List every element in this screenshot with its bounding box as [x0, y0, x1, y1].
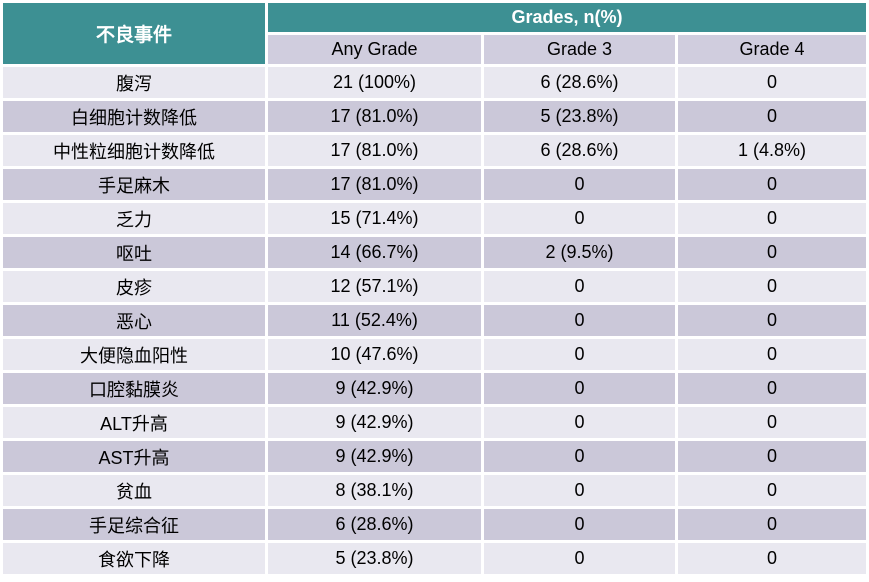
- cell-any-grade: 21 (100%): [268, 67, 481, 98]
- cell-grade-3: 0: [484, 305, 675, 336]
- cell-event: 口腔黏膜炎: [3, 373, 265, 404]
- cell-event: ALT升高: [3, 407, 265, 438]
- cell-grade-4: 0: [678, 373, 867, 404]
- table-row: AST升高 9 (42.9%) 0 0: [3, 441, 867, 472]
- cell-grade-4: 0: [678, 67, 867, 98]
- cell-grade-3: 0: [484, 475, 675, 506]
- column-header-adverse-event: 不良事件: [3, 3, 265, 64]
- cell-grade-3: 0: [484, 271, 675, 302]
- table-row: 皮疹 12 (57.1%) 0 0: [3, 271, 867, 302]
- cell-grade-4: 0: [678, 169, 867, 200]
- cell-grade-4: 0: [678, 271, 867, 302]
- cell-grade-3: 5 (23.8%): [484, 101, 675, 132]
- cell-event: 乏力: [3, 203, 265, 234]
- column-header-any-grade: Any Grade: [268, 35, 481, 64]
- table-row: 贫血 8 (38.1%) 0 0: [3, 475, 867, 506]
- cell-grade-3: 0: [484, 407, 675, 438]
- header-row-sub: Any Grade Grade 3 Grade 4: [3, 35, 867, 64]
- cell-grade-3: 0: [484, 203, 675, 234]
- cell-any-grade: 14 (66.7%): [268, 237, 481, 268]
- cell-grade-3: 0: [484, 169, 675, 200]
- cell-any-grade: 17 (81.0%): [268, 135, 481, 166]
- cell-event: 白细胞计数降低: [3, 101, 265, 132]
- cell-grade-3: 6 (28.6%): [484, 67, 675, 98]
- table-row: 食欲下降 5 (23.8%) 0 0: [3, 543, 867, 574]
- cell-event: 皮疹: [3, 271, 265, 302]
- cell-grade-4: 0: [678, 441, 867, 472]
- cell-grade-4: 1 (4.8%): [678, 135, 867, 166]
- cell-event: AST升高: [3, 441, 265, 472]
- table-header: 不良事件 Grades, n(%) Any Grade Grade 3 Grad…: [3, 3, 867, 64]
- cell-grade-3: 0: [484, 509, 675, 540]
- cell-grade-4: 0: [678, 101, 867, 132]
- cell-any-grade: 9 (42.9%): [268, 373, 481, 404]
- table-row: 手足麻木 17 (81.0%) 0 0: [3, 169, 867, 200]
- table-row: 恶心 11 (52.4%) 0 0: [3, 305, 867, 336]
- cell-any-grade: 6 (28.6%): [268, 509, 481, 540]
- cell-grade-4: 0: [678, 305, 867, 336]
- cell-grade-4: 0: [678, 509, 867, 540]
- cell-event: 大便隐血阳性: [3, 339, 265, 370]
- cell-grade-4: 0: [678, 407, 867, 438]
- cell-any-grade: 9 (42.9%): [268, 441, 481, 472]
- cell-event: 手足综合征: [3, 509, 265, 540]
- cell-grade-3: 6 (28.6%): [484, 135, 675, 166]
- cell-any-grade: 12 (57.1%): [268, 271, 481, 302]
- cell-grade-4: 0: [678, 203, 867, 234]
- cell-any-grade: 15 (71.4%): [268, 203, 481, 234]
- table-row: 呕吐 14 (66.7%) 2 (9.5%) 0: [3, 237, 867, 268]
- cell-any-grade: 5 (23.8%): [268, 543, 481, 574]
- cell-any-grade: 8 (38.1%): [268, 475, 481, 506]
- cell-event: 恶心: [3, 305, 265, 336]
- header-row-group: 不良事件 Grades, n(%): [3, 3, 867, 64]
- cell-grade-4: 0: [678, 339, 867, 370]
- column-group-header-grades: Grades, n(%): [268, 3, 867, 32]
- table-row: 乏力 15 (71.4%) 0 0: [3, 203, 867, 234]
- table-row: 口腔黏膜炎 9 (42.9%) 0 0: [3, 373, 867, 404]
- table-body: 腹泻 21 (100%) 6 (28.6%) 0 白细胞计数降低 17 (81.…: [3, 67, 867, 574]
- cell-event: 手足麻木: [3, 169, 265, 200]
- table-row: 手足综合征 6 (28.6%) 0 0: [3, 509, 867, 540]
- table-row: 中性粒细胞计数降低 17 (81.0%) 6 (28.6%) 1 (4.8%): [3, 135, 867, 166]
- cell-any-grade: 9 (42.9%): [268, 407, 481, 438]
- cell-event: 呕吐: [3, 237, 265, 268]
- cell-any-grade: 10 (47.6%): [268, 339, 481, 370]
- cell-grade-3: 0: [484, 373, 675, 404]
- cell-grade-4: 0: [678, 543, 867, 574]
- table-row: 大便隐血阳性 10 (47.6%) 0 0: [3, 339, 867, 370]
- table-row: 白细胞计数降低 17 (81.0%) 5 (23.8%) 0: [3, 101, 867, 132]
- cell-grade-4: 0: [678, 237, 867, 268]
- cell-grade-4: 0: [678, 475, 867, 506]
- cell-event: 腹泻: [3, 67, 265, 98]
- cell-any-grade: 17 (81.0%): [268, 169, 481, 200]
- column-header-grade-3: Grade 3: [484, 35, 675, 64]
- cell-grade-3: 0: [484, 543, 675, 574]
- cell-event: 食欲下降: [3, 543, 265, 574]
- table-row: ALT升高 9 (42.9%) 0 0: [3, 407, 867, 438]
- cell-grade-3: 2 (9.5%): [484, 237, 675, 268]
- cell-event: 中性粒细胞计数降低: [3, 135, 265, 166]
- cell-any-grade: 11 (52.4%): [268, 305, 481, 336]
- cell-any-grade: 17 (81.0%): [268, 101, 481, 132]
- column-header-grade-4: Grade 4: [678, 35, 867, 64]
- cell-grade-3: 0: [484, 441, 675, 472]
- table-row: 腹泻 21 (100%) 6 (28.6%) 0: [3, 67, 867, 98]
- cell-event: 贫血: [3, 475, 265, 506]
- cell-grade-3: 0: [484, 339, 675, 370]
